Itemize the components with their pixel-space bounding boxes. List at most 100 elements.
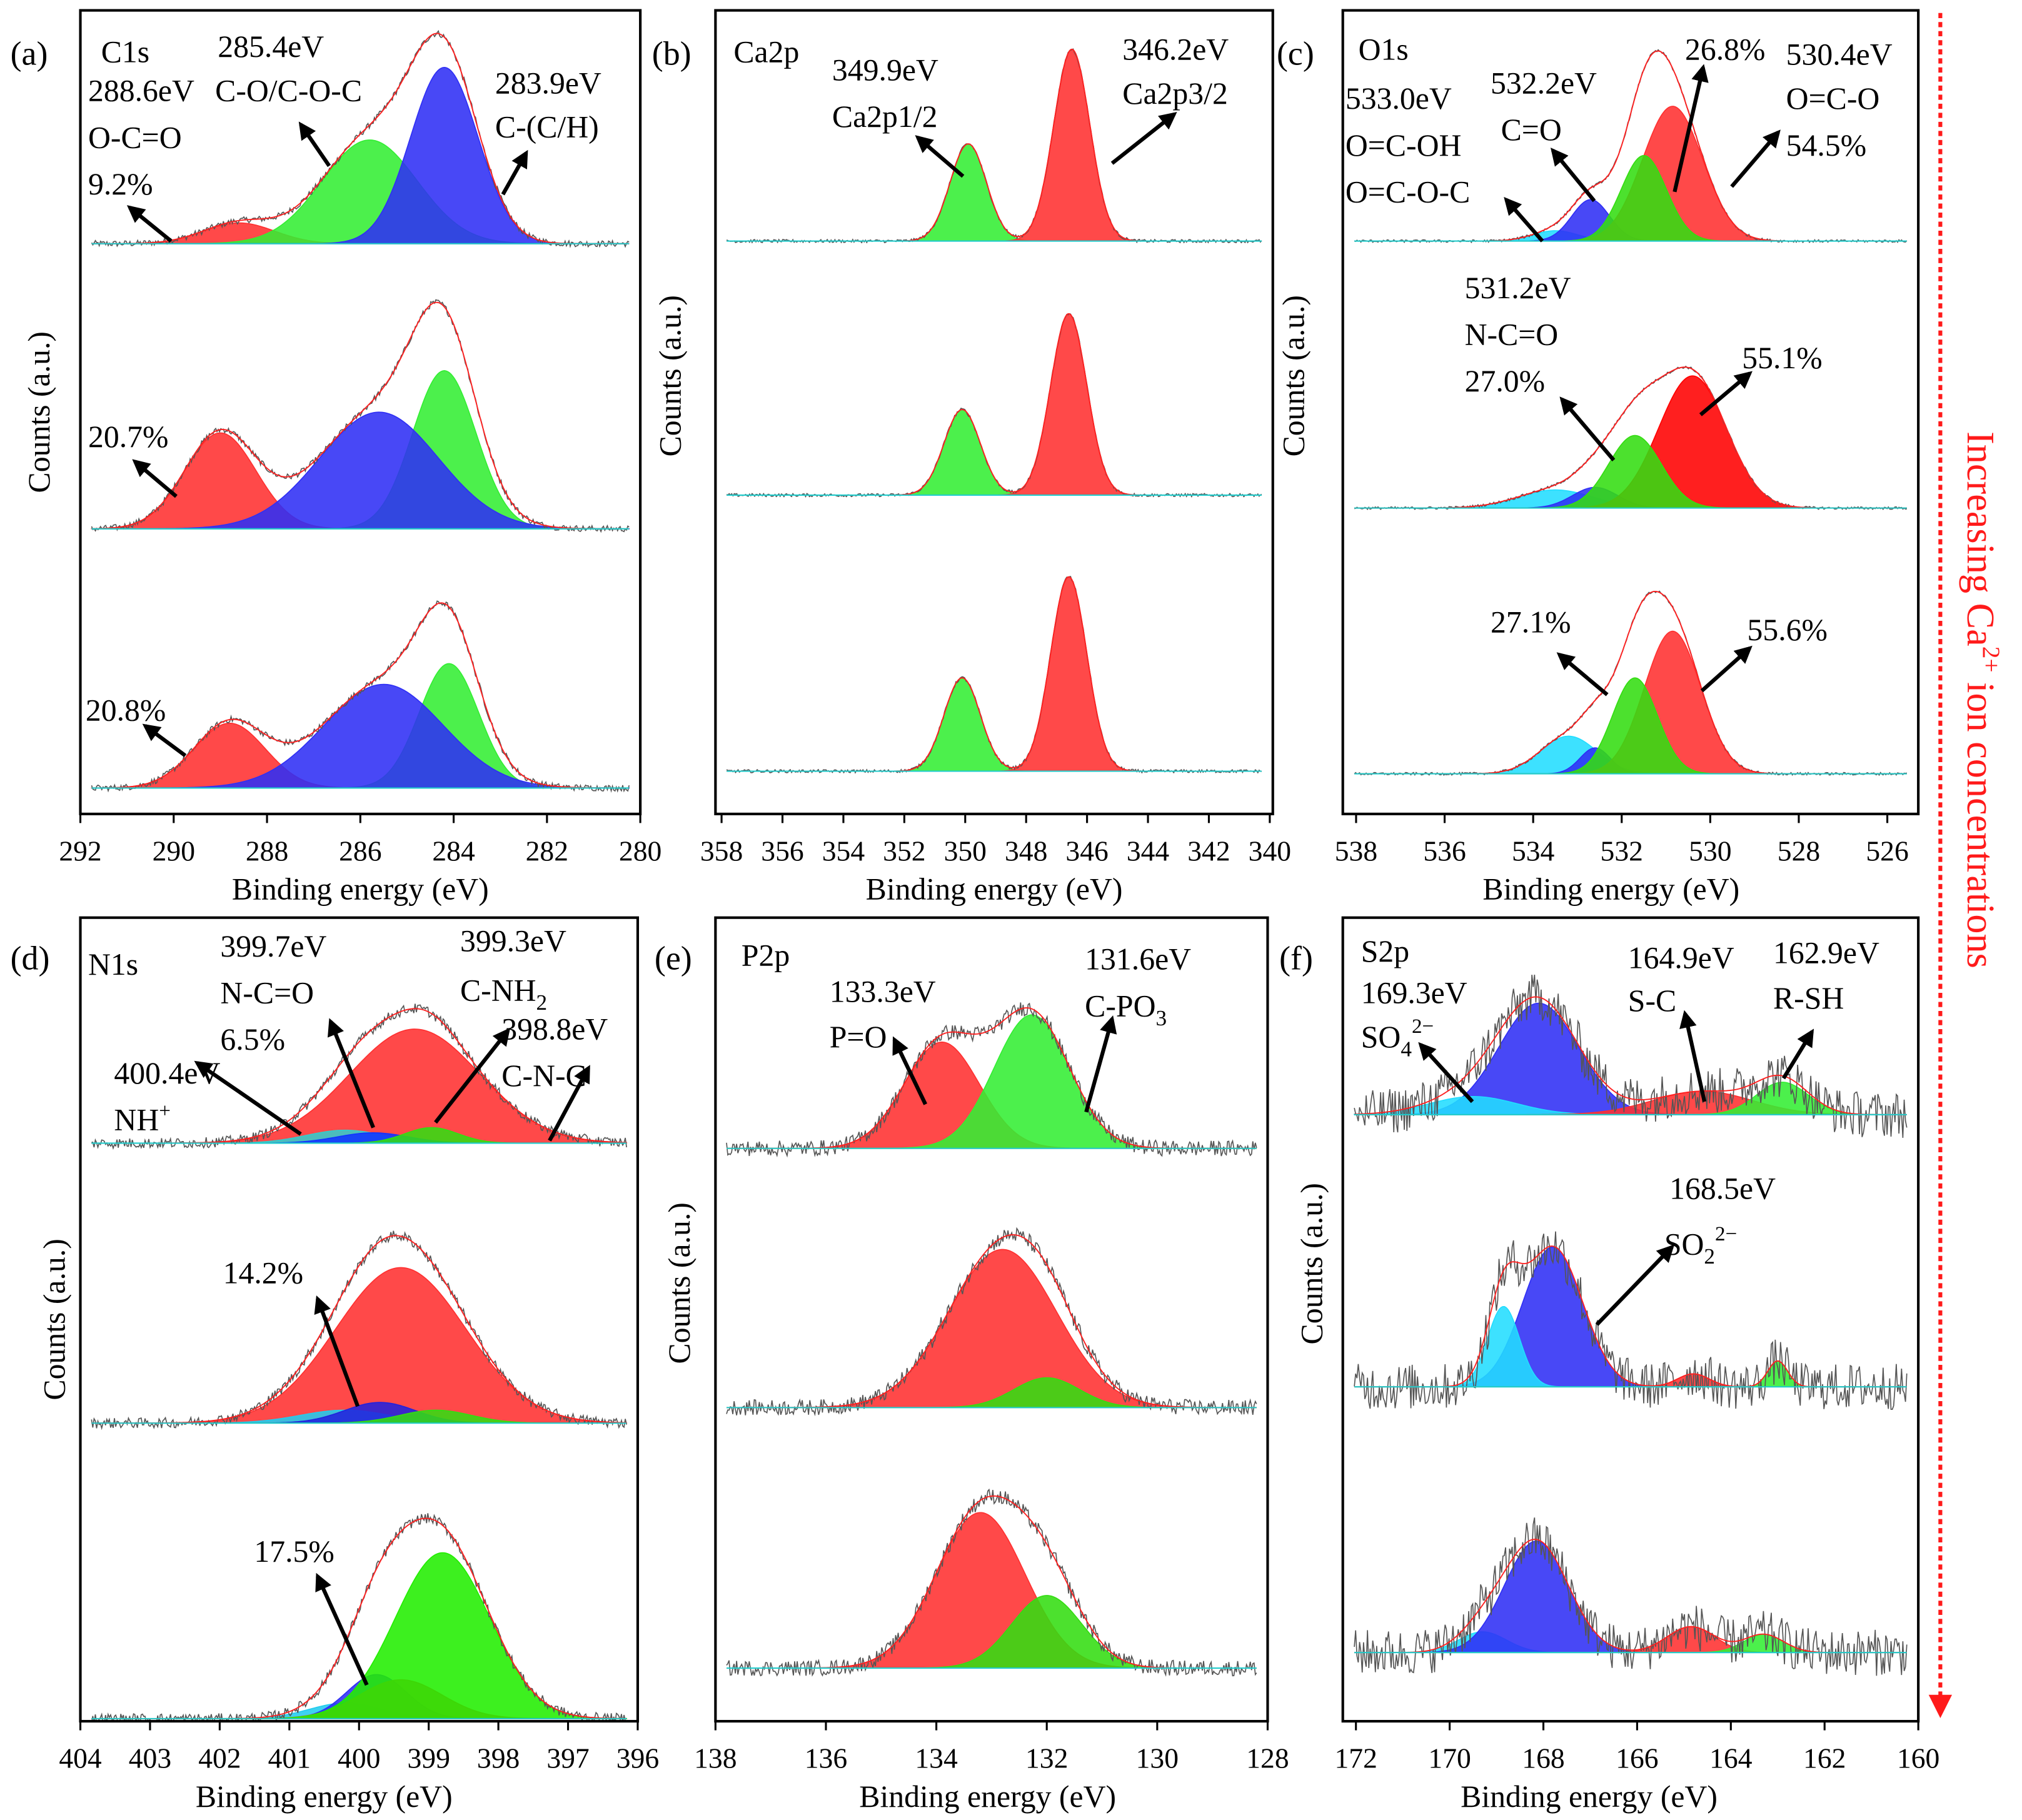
percent-label: 14.2% — [223, 1255, 304, 1290]
y-axis-label-b: Counts (a.u.) — [653, 295, 687, 456]
fitted-peak-350.1 — [727, 409, 1262, 496]
x-tick-label: 130 — [1136, 1742, 1179, 1774]
x-tick-label: 532 — [1601, 835, 1643, 867]
panel-label-a: (a) — [11, 35, 48, 73]
x-tick-label: 348 — [1005, 835, 1047, 867]
peak-energy-label: 399.3eV — [460, 924, 566, 958]
arrow — [1679, 1010, 1707, 1102]
core-level-label: N1s — [88, 947, 138, 982]
x-tick-label: 400 — [338, 1742, 380, 1774]
fitted-peak-132.8 — [727, 1249, 1257, 1409]
arrow — [194, 1060, 302, 1136]
x-tick-label: 138 — [694, 1742, 737, 1774]
bond-label: NH+ — [114, 1099, 171, 1137]
arrow — [328, 1018, 375, 1129]
arrow — [142, 723, 187, 758]
spectrum-3 — [91, 1513, 627, 1722]
spectrum-2 — [91, 299, 630, 533]
x-tick-label: 128 — [1246, 1742, 1289, 1774]
raw-spectrum-line — [726, 1227, 1257, 1417]
arrow — [548, 1065, 590, 1142]
x-tick-label: 134 — [915, 1742, 958, 1774]
percent-label: 26.8% — [1685, 32, 1766, 66]
spectrum-3 — [91, 600, 630, 793]
envelope-line — [91, 33, 630, 244]
x-tick-label: 284 — [432, 835, 475, 867]
spectrum-1 — [726, 1002, 1257, 1158]
peak-energy-label: 168.5eV — [1669, 1172, 1776, 1206]
y-axis-label-c: Counts (a.u.) — [1277, 295, 1311, 456]
plot-layer: 292 290 288 286 284 282 280 358 356 354 352 350 348 3… — [59, 9, 1939, 1774]
spectrum-2 — [726, 1227, 1257, 1417]
x-tick-label: 398 — [477, 1742, 520, 1774]
x-tick-label: 536 — [1423, 835, 1466, 867]
arrow — [1504, 197, 1544, 243]
arrow — [1699, 371, 1753, 416]
plot-frame — [1341, 916, 1920, 1723]
core-level-label: P2p — [742, 938, 790, 972]
x-tick-label: 342 — [1187, 835, 1230, 867]
x-tick-label: 530 — [1689, 835, 1731, 867]
x-tick-label: 344 — [1127, 835, 1170, 867]
y-axis-label-d: Counts (a.u.) — [38, 1239, 72, 1400]
raw-spectrum-line — [726, 313, 1262, 498]
bond-label: O=C-O-C — [1345, 174, 1470, 209]
peak-energy-label: 169.3eV — [1361, 976, 1467, 1010]
x-tick-label: 292 — [59, 835, 101, 867]
arrow — [1084, 1015, 1117, 1113]
x-tick-label: 170 — [1428, 1742, 1471, 1774]
arrow — [132, 459, 178, 498]
x-tick-label: 404 — [59, 1742, 102, 1774]
plot-frame — [1341, 9, 1920, 815]
x-tick-label: 356 — [761, 835, 803, 867]
spectrum-2 — [1354, 1231, 1908, 1410]
y-axis-label-e: Counts (a.u.) — [662, 1202, 697, 1364]
peak-energy-label: 131.6eV — [1085, 942, 1191, 977]
envelope-line — [727, 576, 1262, 772]
bond-label: C-PO3 — [1085, 988, 1167, 1030]
peak-energy-label: 533.0eV — [1345, 81, 1452, 116]
x-tick-label: 286 — [339, 835, 381, 867]
panel-c1s: 292 290 288 286 284 282 280 — [59, 9, 661, 867]
arrow — [1700, 645, 1753, 693]
raw-spectrum-line — [1354, 1231, 1908, 1410]
percent-label: 27.0% — [1465, 364, 1546, 398]
fitted-peak-167.8 — [1354, 1246, 1907, 1388]
x-tick-label: 397 — [546, 1742, 589, 1774]
peak-energy-label: 285.4eV — [218, 29, 324, 64]
raw-spectrum-line — [726, 576, 1262, 774]
bond-label: C-(C/H) — [495, 110, 599, 144]
x-tick-label: 162 — [1803, 1742, 1846, 1774]
peak-energy-label: 530.4eV — [1786, 38, 1893, 72]
x-tick-label: 402 — [198, 1742, 241, 1774]
x-tick-label: 403 — [129, 1742, 171, 1774]
panel-label-b: (b) — [652, 35, 692, 73]
x-axis-label-a: Binding energy (eV) — [232, 872, 489, 907]
envelope-line — [91, 301, 630, 530]
x-tick-label: 346 — [1065, 835, 1108, 867]
bond-label: N-C=O — [220, 976, 314, 1010]
x-tick-label: 166 — [1616, 1742, 1658, 1774]
panel-p2p: 138 136 134 132 130 128 — [694, 916, 1289, 1774]
arrow — [1559, 396, 1616, 461]
y-axis-label-a: Counts (a.u.) — [22, 331, 56, 493]
arrow — [1781, 1028, 1814, 1080]
bond-label: SO42− — [1361, 1015, 1434, 1061]
x-tick-label: 288 — [246, 835, 288, 867]
x-tick-label: 168 — [1522, 1742, 1564, 1774]
x-tick-label: 340 — [1249, 835, 1291, 867]
x-tick-label: 164 — [1709, 1742, 1753, 1774]
concentration-indicator: Increasing Ca2+ ion concentrations — [1928, 13, 2005, 1719]
raw-spectrum-line — [726, 1002, 1257, 1158]
x-tick-label: 160 — [1897, 1742, 1939, 1774]
spectrum-2 — [726, 313, 1262, 498]
fitted-peak-346.6 — [727, 576, 1262, 772]
envelope-line — [91, 602, 630, 789]
concentration-label: Increasing Ca2+ ion concentrations — [1959, 431, 2005, 968]
x-axis-label-c: Binding energy (eV) — [1482, 872, 1739, 907]
annotations-e: P2p 133.3eV P=O 131.6eV C-PO3 — [742, 938, 1191, 1113]
x-tick-label: 132 — [1025, 1742, 1068, 1774]
arrow — [501, 149, 528, 196]
arrow — [315, 1572, 369, 1686]
envelope-line — [1354, 996, 1907, 1115]
